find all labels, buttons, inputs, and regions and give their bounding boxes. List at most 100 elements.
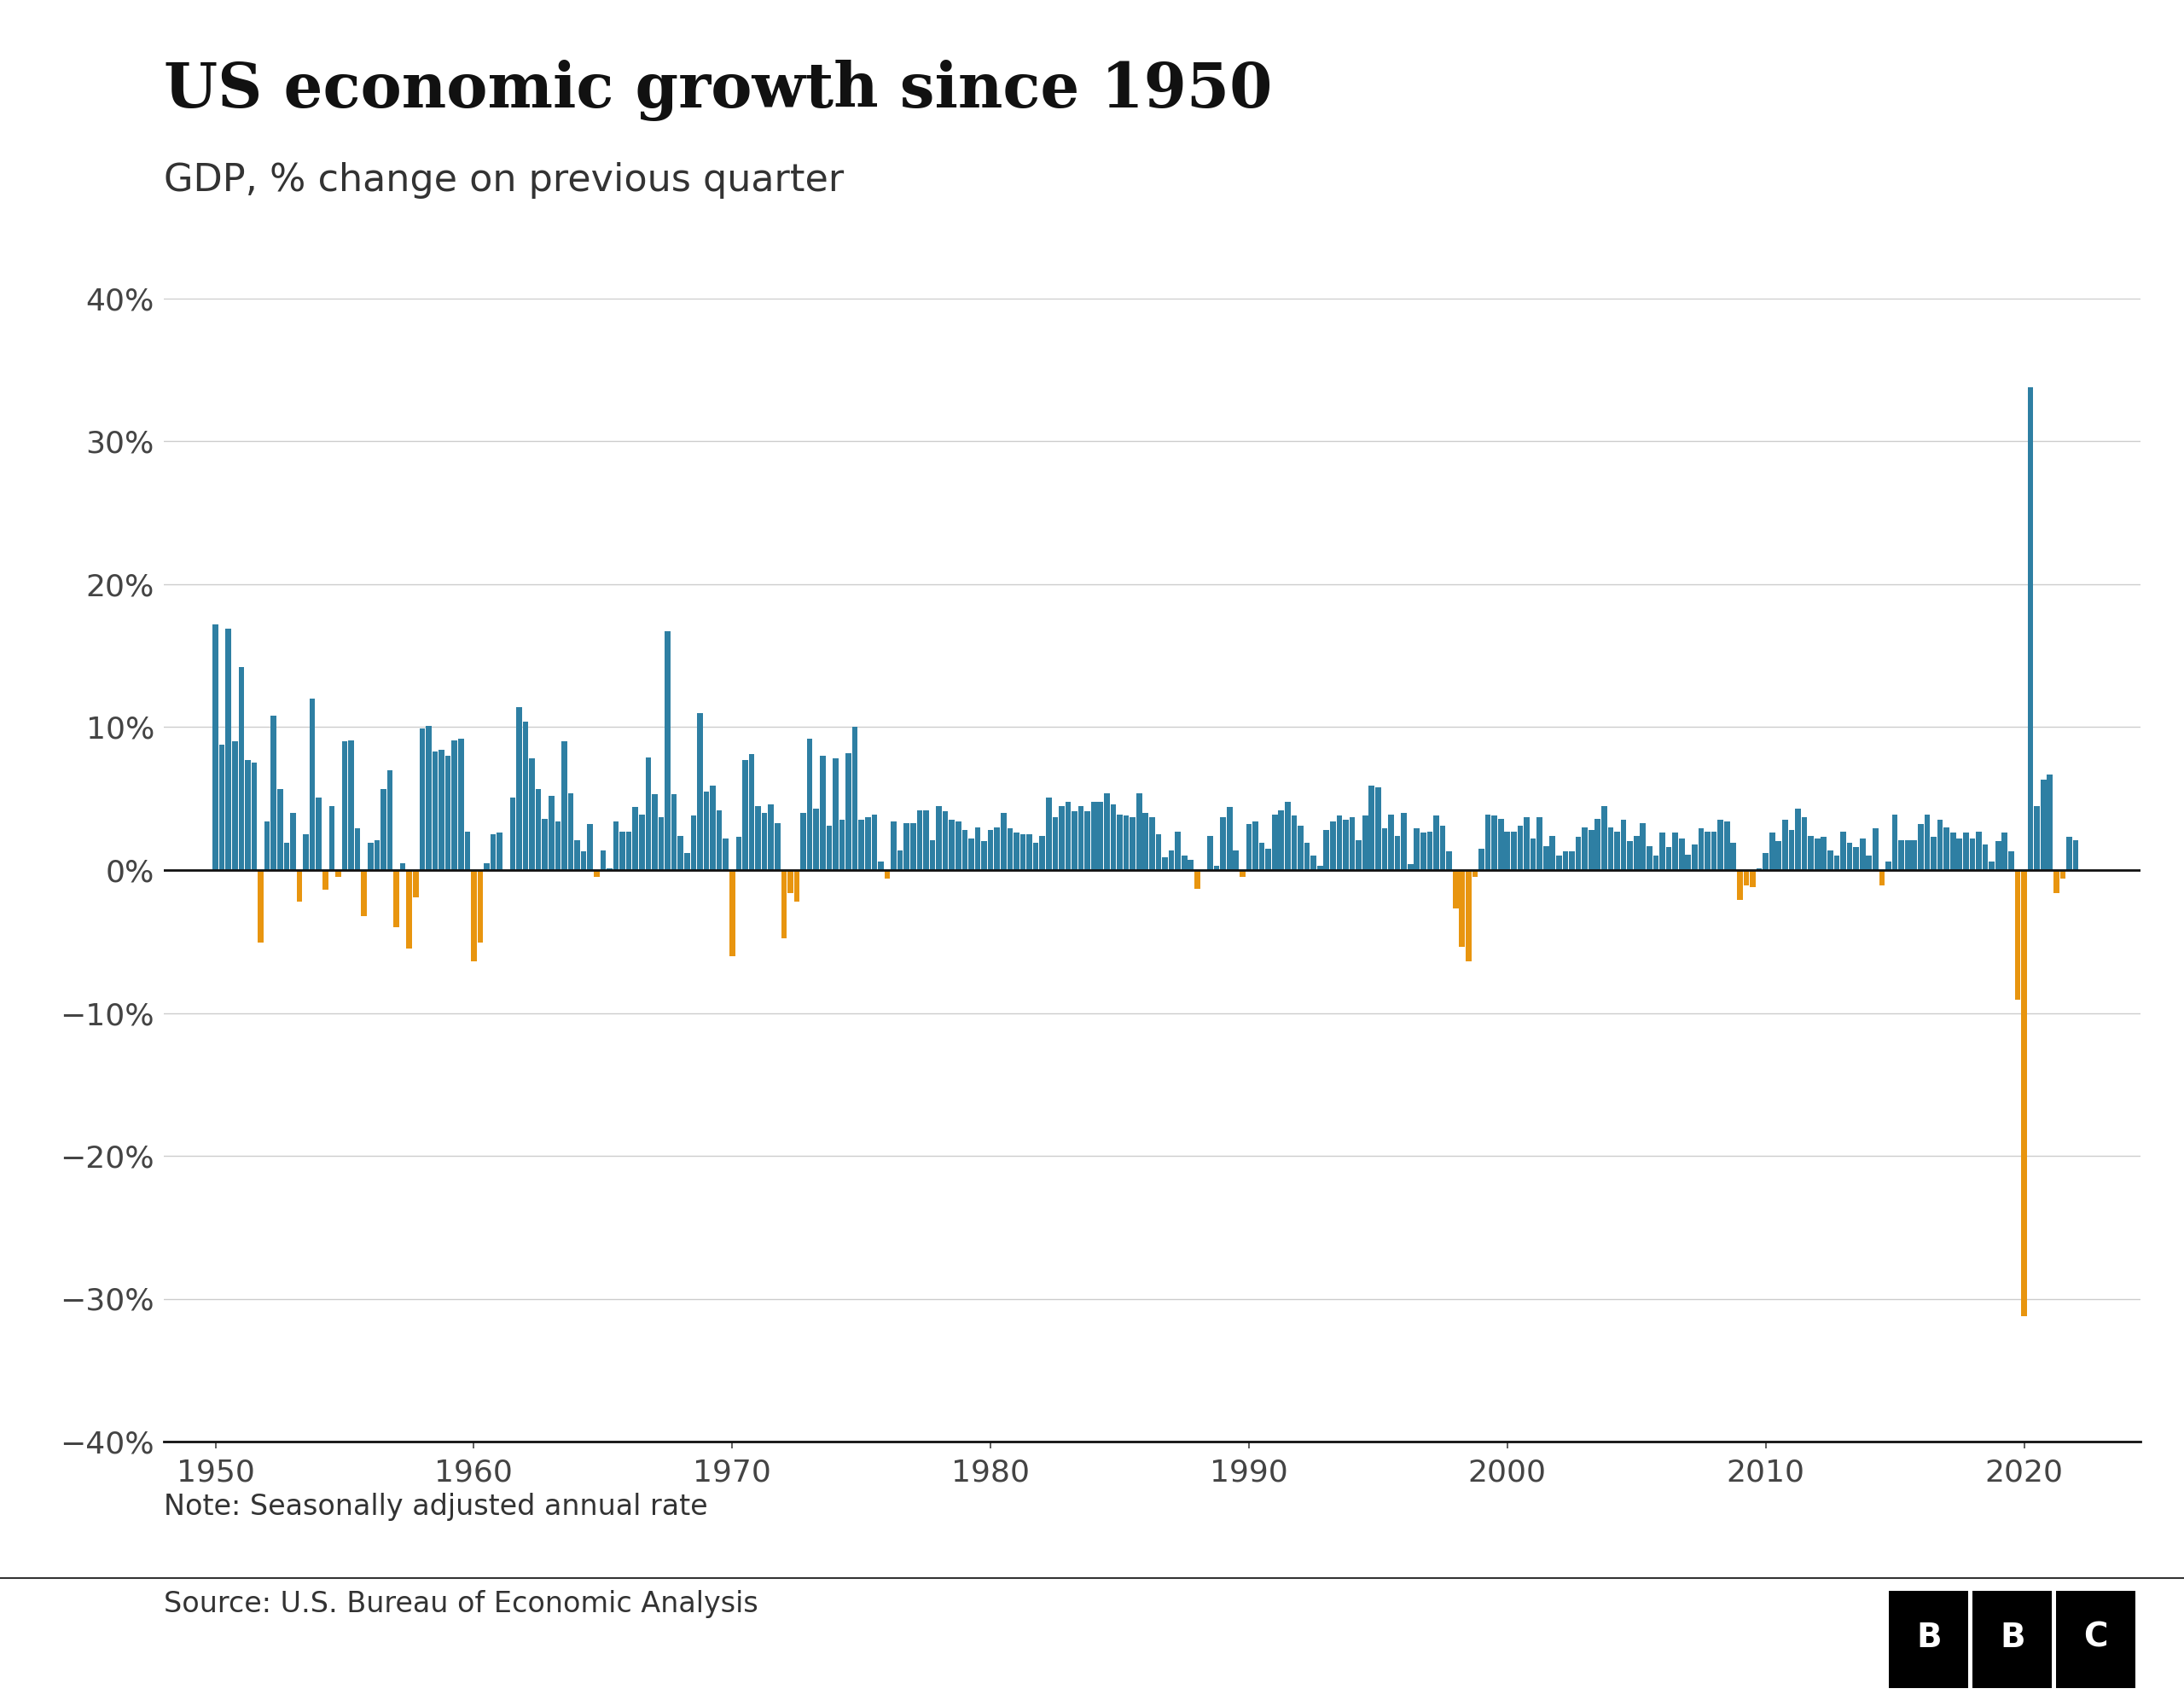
Bar: [568, 793, 574, 870]
Bar: [413, 870, 419, 897]
Bar: [1749, 870, 1756, 887]
Bar: [218, 744, 225, 870]
Bar: [2066, 838, 2073, 870]
Bar: [1621, 821, 1627, 870]
Text: US economic growth since 1950: US economic growth since 1950: [164, 60, 1273, 121]
Bar: [561, 742, 568, 870]
Bar: [1769, 833, 1776, 870]
Bar: [1026, 834, 1033, 870]
Bar: [1776, 841, 1782, 870]
Bar: [1446, 851, 1452, 870]
Bar: [446, 756, 450, 870]
Bar: [1265, 848, 1271, 870]
Bar: [646, 757, 651, 870]
Bar: [1389, 814, 1393, 870]
Bar: [1717, 821, 1723, 870]
Bar: [1647, 846, 1653, 870]
Bar: [1247, 824, 1251, 870]
Bar: [1699, 829, 1704, 870]
Bar: [478, 870, 483, 943]
Bar: [1103, 793, 1109, 870]
Bar: [459, 739, 463, 870]
Bar: [310, 698, 314, 870]
Bar: [620, 831, 625, 870]
Bar: [601, 850, 605, 870]
Bar: [2046, 775, 2053, 870]
Bar: [1136, 793, 1142, 870]
Bar: [1221, 817, 1225, 870]
Bar: [290, 812, 295, 870]
Bar: [258, 870, 264, 943]
Bar: [509, 797, 515, 870]
Bar: [1046, 797, 1051, 870]
Bar: [1970, 839, 1974, 870]
Bar: [1712, 831, 1717, 870]
Bar: [271, 717, 277, 870]
Bar: [535, 788, 542, 870]
Bar: [1254, 822, 1258, 870]
Bar: [1950, 833, 1957, 870]
Bar: [911, 822, 915, 870]
Bar: [472, 870, 476, 962]
Bar: [1343, 821, 1350, 870]
Bar: [1686, 855, 1690, 870]
Bar: [1972, 1590, 2053, 1689]
Bar: [1227, 807, 1232, 870]
Bar: [2040, 780, 2046, 870]
Bar: [347, 740, 354, 870]
Bar: [1889, 1590, 1968, 1689]
Bar: [1079, 805, 1083, 870]
Bar: [1736, 870, 1743, 901]
Bar: [775, 822, 780, 870]
Bar: [1208, 836, 1212, 870]
Bar: [1000, 812, 1007, 870]
Bar: [2009, 851, 2014, 870]
Bar: [1518, 826, 1522, 870]
Bar: [1693, 844, 1697, 870]
Bar: [343, 742, 347, 870]
Text: C: C: [2084, 1621, 2108, 1653]
Bar: [684, 853, 690, 870]
Bar: [1551, 836, 1555, 870]
Bar: [1996, 841, 2001, 870]
Bar: [937, 805, 941, 870]
Bar: [710, 786, 716, 870]
Bar: [323, 870, 328, 891]
Bar: [1627, 841, 1634, 870]
Bar: [1271, 814, 1278, 870]
Bar: [1013, 833, 1020, 870]
Bar: [1413, 829, 1420, 870]
Bar: [212, 624, 218, 870]
Bar: [1891, 814, 1898, 870]
Bar: [297, 870, 301, 901]
Bar: [1861, 839, 1865, 870]
Bar: [812, 809, 819, 870]
Bar: [1363, 815, 1367, 870]
Bar: [845, 752, 852, 870]
Bar: [1149, 817, 1155, 870]
Bar: [1634, 836, 1640, 870]
Bar: [2073, 839, 2079, 870]
Bar: [465, 831, 470, 870]
Bar: [1382, 829, 1387, 870]
Bar: [419, 728, 426, 870]
Bar: [826, 826, 832, 870]
Bar: [1782, 821, 1789, 870]
Bar: [406, 870, 413, 949]
Bar: [1848, 843, 1852, 870]
Bar: [743, 761, 747, 870]
Bar: [799, 812, 806, 870]
Bar: [1020, 834, 1026, 870]
Bar: [485, 863, 489, 870]
Bar: [1511, 831, 1516, 870]
Bar: [522, 722, 529, 870]
Bar: [1963, 833, 1968, 870]
Bar: [839, 821, 845, 870]
Bar: [1492, 815, 1498, 870]
Bar: [769, 804, 773, 870]
Bar: [1066, 802, 1070, 870]
Bar: [1356, 839, 1361, 870]
Bar: [898, 850, 902, 870]
Bar: [581, 851, 587, 870]
Bar: [373, 839, 380, 870]
